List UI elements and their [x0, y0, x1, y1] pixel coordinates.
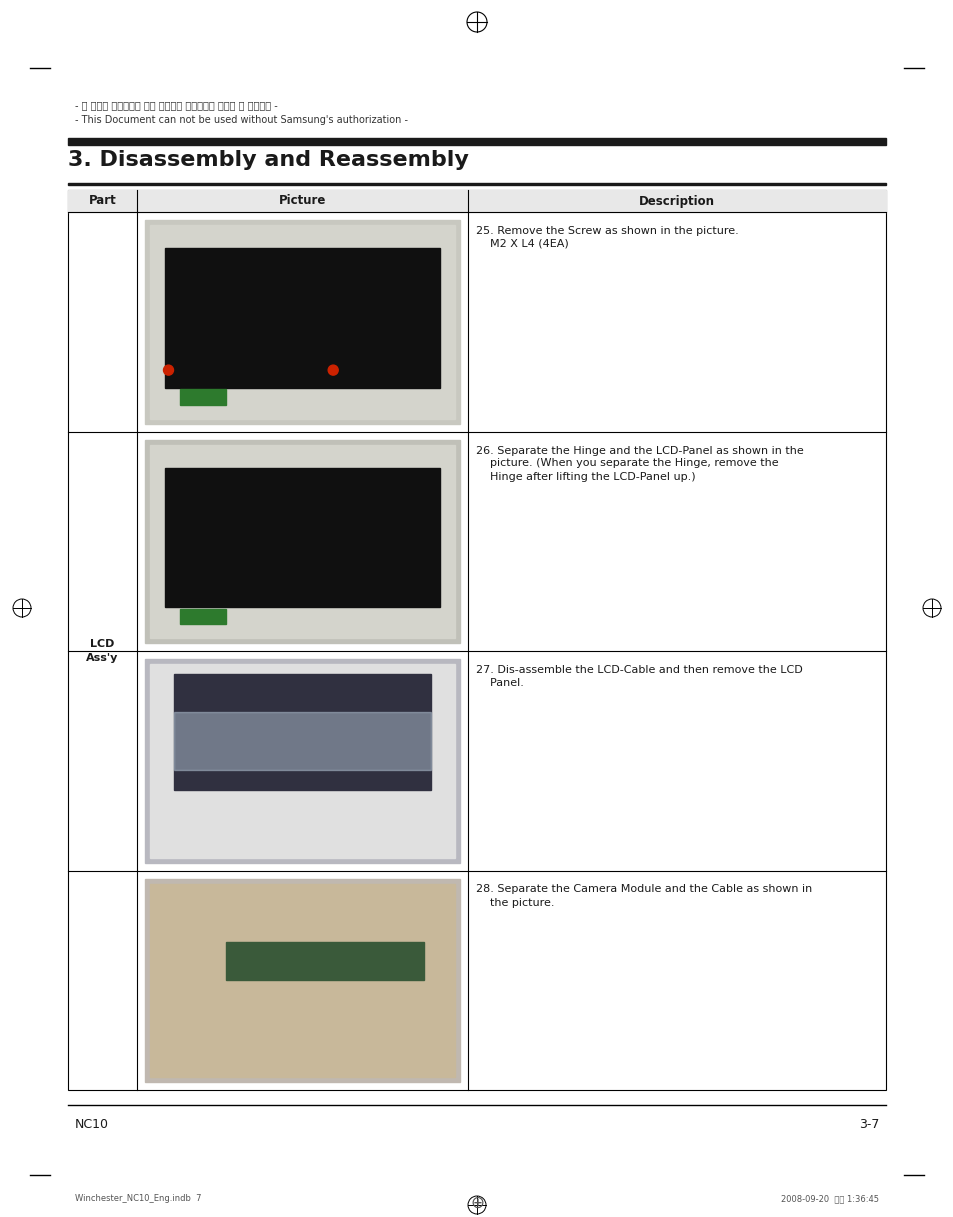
Bar [174, 712, 430, 770]
Circle shape [328, 365, 338, 375]
Text: Picture: Picture [278, 195, 326, 208]
Text: Winchester_NC10_Eng.indb  7: Winchester_NC10_Eng.indb 7 [75, 1194, 201, 1202]
Text: the picture.: the picture. [476, 897, 554, 908]
Bar [165, 467, 439, 607]
Text: - 이 문서는 삼성전자의 기술 자산으로 승인자만이 사용할 수 있습니다 -: - 이 문서는 삼성전자의 기술 자산으로 승인자만이 사용할 수 있습니다 - [75, 100, 277, 110]
Text: 26. Separate the Hinge and the LCD-Panel as shown in the: 26. Separate the Hinge and the LCD-Panel… [476, 445, 803, 455]
Bar [150, 444, 455, 638]
Bar [145, 879, 459, 1082]
Bar [165, 248, 439, 387]
Bar [226, 942, 424, 980]
Text: LCD
Ass'y: LCD Ass'y [86, 639, 118, 663]
Text: 2008-09-20  오후 1:36:45: 2008-09-20 오후 1:36:45 [781, 1194, 878, 1202]
Text: M2 X L4 (4EA): M2 X L4 (4EA) [476, 239, 568, 249]
Text: picture. (When you separate the Hinge, remove the: picture. (When you separate the Hinge, r… [476, 459, 778, 469]
Bar [68, 190, 885, 212]
Text: ⊕: ⊕ [470, 1194, 483, 1212]
Text: 3-7: 3-7 [858, 1118, 878, 1131]
Bar [145, 439, 459, 643]
Text: 27. Dis-assemble the LCD-Cable and then remove the LCD: 27. Dis-assemble the LCD-Cable and then … [476, 664, 801, 675]
Text: Panel.: Panel. [476, 678, 523, 688]
Bar [145, 658, 459, 863]
Text: Description: Description [639, 195, 714, 208]
Bar [150, 225, 455, 419]
Text: Part: Part [89, 195, 116, 208]
Text: NC10: NC10 [75, 1118, 109, 1131]
Bar [180, 608, 226, 624]
Text: Hinge after lifting the LCD-Panel up.): Hinge after lifting the LCD-Panel up.) [476, 471, 695, 482]
Text: 25. Remove the Screw as shown in the picture.: 25. Remove the Screw as shown in the pic… [476, 226, 738, 236]
Circle shape [163, 365, 173, 375]
Bar [174, 674, 430, 790]
Text: 28. Separate the Camera Module and the Cable as shown in: 28. Separate the Camera Module and the C… [476, 885, 811, 894]
Text: 3. Disassembly and Reassembly: 3. Disassembly and Reassembly [68, 150, 468, 170]
Bar [150, 884, 455, 1077]
Bar [68, 190, 885, 1090]
Bar [68, 138, 885, 145]
Text: - This Document can not be used without Samsung's authorization -: - This Document can not be used without … [75, 114, 408, 125]
Bar [180, 389, 226, 405]
Bar [145, 220, 459, 424]
Bar [150, 664, 455, 858]
Bar [68, 183, 885, 185]
